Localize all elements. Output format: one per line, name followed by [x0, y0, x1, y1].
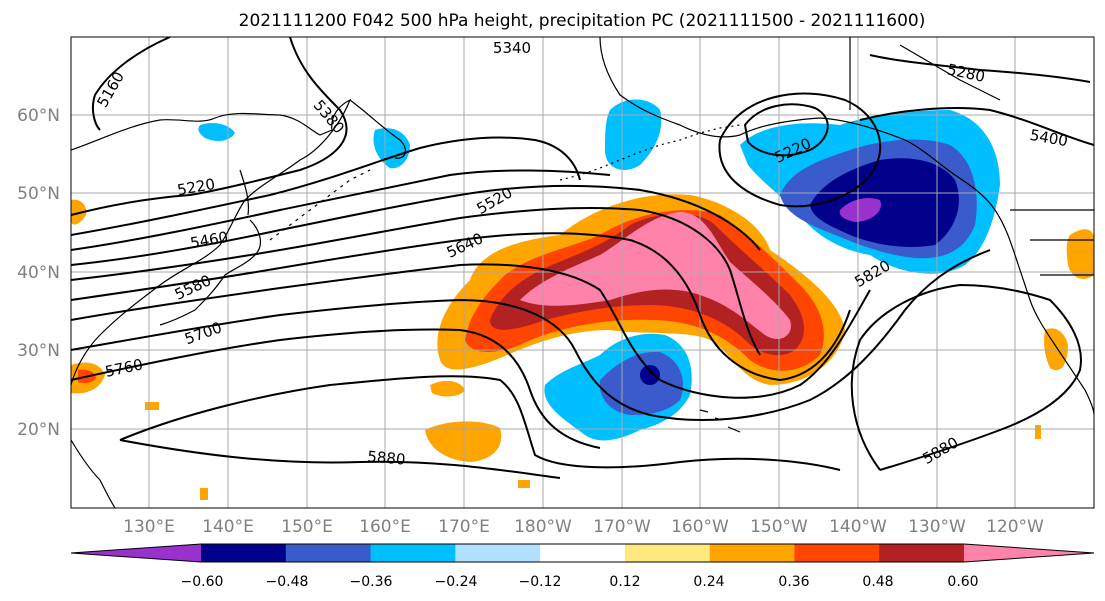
precip-positive-dot-2 [518, 480, 530, 488]
lat-label: 20°N [17, 420, 60, 440]
lon-label: 170°E [438, 517, 490, 537]
lon-label: 160°W [671, 517, 729, 537]
kamchatka-coastline [349, 99, 407, 159]
contour-5880-west [119, 439, 561, 479]
political-borders [849, 37, 1094, 276]
contour-5160 [91, 36, 171, 131]
colorbar-tick-label: 0.24 [693, 574, 724, 590]
colorbar-segment [709, 544, 795, 562]
colorbar-segment [540, 544, 626, 562]
lon-label: 120°W [986, 517, 1044, 537]
precip-positive-small-2 [425, 421, 502, 462]
colorbar-tick-labels: −0.60 −0.48 −0.36 −0.24 −0.12 0.12 0.24 … [181, 574, 979, 590]
lon-label: 140°W [829, 517, 887, 537]
lat-label: 40°N [17, 263, 60, 283]
colorbar-tick-label: −0.12 [519, 574, 562, 590]
precip-positive-small-1 [430, 380, 465, 397]
colorbar-segment [285, 544, 372, 562]
coastlines [70, 36, 1095, 509]
contour-5580 [70, 232, 851, 382]
precip-positive-dot-3 [200, 488, 208, 500]
colorbar [70, 543, 1095, 563]
contour-5280-west [70, 36, 348, 216]
precip-positive-dot-4 [1035, 425, 1041, 439]
longitude-labels: 130°E 140°E 150°E 160°E 170°E 180°W 170°… [123, 517, 1044, 537]
lon-label: 130°W [908, 517, 966, 537]
colorbar-tick-label: 0.12 [609, 574, 640, 590]
figure-title: 2021111200 F042 500 hPa height, precipit… [239, 11, 926, 31]
precip-negative-northeast-extreme [839, 198, 881, 222]
colorbar-segment [879, 544, 965, 562]
precip-negative-northeast-core [810, 158, 959, 247]
colorbar-segment [201, 544, 287, 562]
colorbar-tick-label: −0.24 [435, 574, 478, 590]
lon-label: 140°E [202, 517, 254, 537]
colorbar-tick-label: 0.36 [778, 574, 809, 590]
map-panel: 5160 5340 5380 5280 5220 5460 5580 5700 … [70, 36, 1095, 509]
alaska-coastline [599, 36, 996, 211]
precip-positive-north-america [1066, 229, 1094, 279]
lon-label: 180°W [514, 517, 572, 537]
precip-negative-okhotsk [198, 122, 235, 141]
asia-coastline [70, 98, 352, 386]
contour-5820 [119, 375, 841, 471]
contour-5640 [70, 263, 871, 399]
north-america-coastline [994, 209, 1095, 416]
precip-negative-south-center [640, 365, 660, 385]
contour-5400 [70, 169, 611, 251]
contour-low-ring-outer [718, 92, 882, 208]
colorbar-tick-label: 0.60 [947, 574, 978, 590]
height-contours [70, 36, 1095, 479]
graticule [71, 37, 1094, 508]
contour-5340 [70, 136, 581, 236]
precip-positive-dot-1 [145, 402, 159, 410]
contour-label: 5340 [493, 39, 531, 57]
colorbar-segment [794, 544, 880, 562]
contour-low-ring-inner [743, 103, 829, 157]
southeast-asia-coastline [70, 439, 116, 509]
map-frame [70, 36, 1095, 509]
lat-label: 30°N [17, 341, 60, 361]
precip-positive-max [520, 212, 791, 340]
colorbar-extend-min [71, 544, 201, 562]
colorbar-segment [370, 544, 456, 562]
colorbar-tick-label: −0.48 [266, 574, 309, 590]
colorbar-tick-label: −0.60 [181, 574, 224, 590]
colorbar-outline [70, 543, 1095, 563]
lat-label: 60°N [17, 106, 60, 126]
lon-label: 160°E [359, 517, 411, 537]
contour-label: 5880 [367, 447, 407, 468]
lon-label: 150°W [750, 517, 808, 537]
contour-5460 [70, 184, 761, 266]
latitude-labels: 20°N 30°N 40°N 50°N 60°N [17, 106, 60, 440]
contour-5700 [70, 249, 991, 421]
precip-negative-south-core [599, 351, 684, 415]
lat-label: 50°N [17, 184, 60, 204]
contour-5280-east [869, 54, 1091, 83]
lon-label: 130°E [123, 517, 175, 537]
contour-5400-east [859, 107, 1095, 146]
colorbar-segment [455, 544, 541, 562]
contour-5520 [70, 207, 761, 356]
contour-5760 [70, 328, 601, 449]
contour-5880-east [850, 283, 1082, 471]
colorbar-tick-label: 0.48 [862, 574, 893, 590]
japan-coastline [159, 169, 262, 326]
colorbar-extend-max [964, 544, 1094, 562]
precip-positive-baja [1044, 328, 1068, 371]
colorbar-tick-label: −0.36 [350, 574, 393, 590]
lon-label: 150°E [281, 517, 333, 537]
precip-negative-bering [605, 99, 662, 170]
aleutian-islands [559, 124, 741, 181]
lon-label: 170°W [593, 517, 651, 537]
colorbar-segment [624, 544, 711, 562]
